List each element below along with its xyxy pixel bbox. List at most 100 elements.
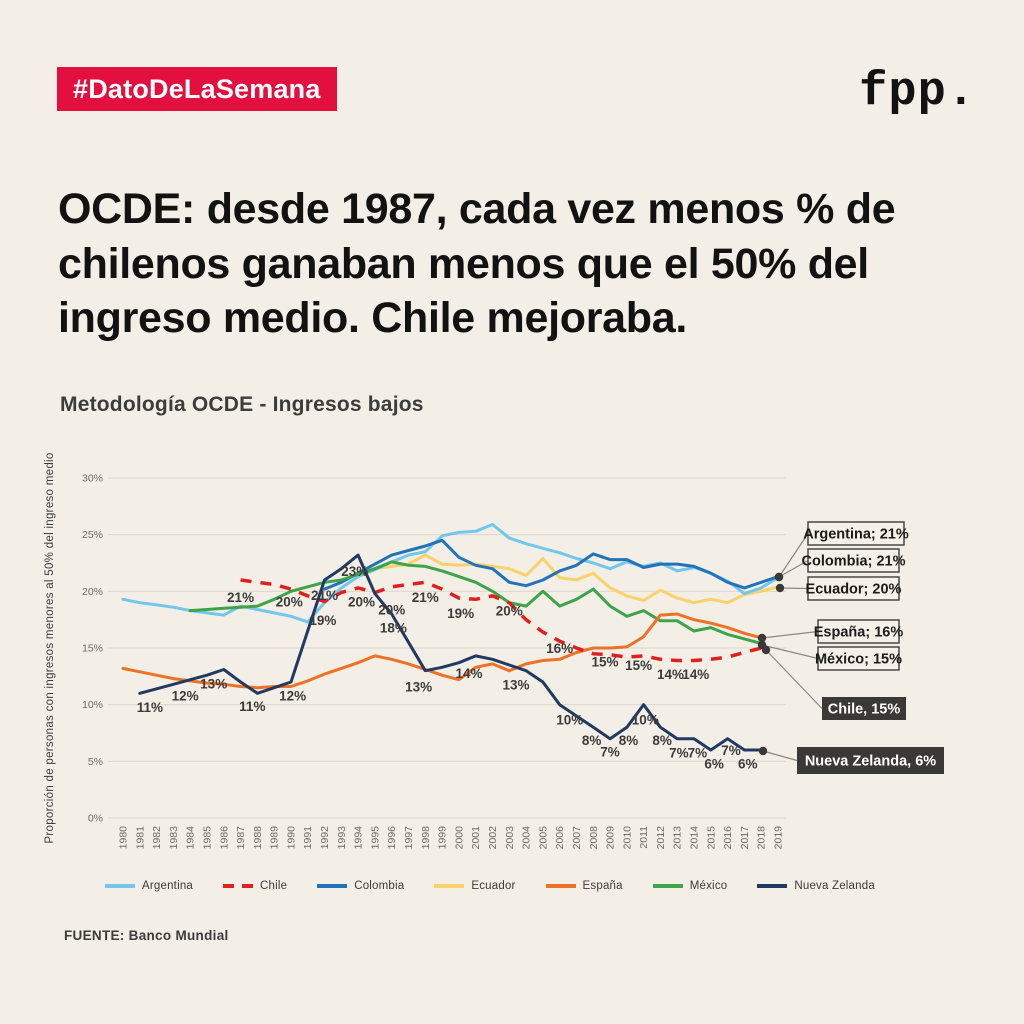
legend-label: Colombia	[354, 880, 405, 892]
point-label: 21%	[311, 588, 338, 603]
x-tick-label: 2005	[537, 826, 549, 850]
x-tick-label: 2018	[756, 826, 768, 850]
point-label: 12%	[279, 689, 306, 704]
callout-box	[817, 646, 900, 671]
point-label: 14%	[657, 667, 684, 682]
x-tick-label: 2010	[621, 826, 633, 850]
point-label: 10%	[556, 713, 583, 728]
legend-swatch	[652, 884, 683, 888]
y-tick-label: 0%	[88, 813, 103, 825]
point-label: 15%	[592, 655, 619, 670]
series-endpoint-dot	[758, 746, 768, 756]
x-tick-label: 2002	[487, 826, 499, 850]
x-tick-label: 2019	[773, 826, 785, 850]
point-label: 20%	[348, 595, 375, 610]
x-tick-label: 1991	[302, 826, 314, 850]
point-label: 14%	[455, 666, 482, 681]
x-tick-label: 2001	[470, 826, 482, 850]
legend-swatch	[105, 884, 135, 888]
legend-swatch	[434, 884, 465, 888]
x-tick-label: 1986	[218, 826, 230, 850]
legend-label: Argentina	[142, 880, 194, 892]
x-tick-label: 1996	[386, 826, 398, 850]
point-label: 21%	[412, 590, 439, 605]
x-tick-label: 1994	[353, 826, 365, 850]
point-label: 7%	[669, 745, 689, 760]
point-label: 7%	[688, 745, 708, 760]
fpp-logo: fpp.	[859, 66, 976, 119]
x-tick-label: 2008	[588, 826, 600, 850]
callout-box	[817, 619, 900, 644]
point-label: 6%	[704, 757, 724, 772]
legend-item-chile: Chile	[223, 880, 287, 892]
y-tick-label: 30%	[82, 473, 103, 485]
callout-connector	[761, 644, 819, 660]
callout-box	[807, 521, 905, 546]
x-tick-label: 1992	[319, 826, 331, 850]
x-tick-label: 1989	[269, 826, 281, 850]
legend-item-argentina: Argentina	[105, 880, 193, 892]
point-label: 18%	[380, 621, 407, 636]
series-endpoint-dot	[757, 633, 767, 643]
point-label: 11%	[239, 699, 265, 714]
legend-label: México	[689, 880, 728, 892]
legend-label: Nueva Zelanda	[794, 880, 875, 892]
series-line-colombia	[323, 538, 780, 591]
x-tick-label: 1982	[151, 826, 163, 850]
x-tick-label: 1999	[437, 826, 449, 850]
x-tick-label: 1988	[252, 826, 264, 850]
x-tick-label: 2014	[689, 826, 701, 850]
x-tick-label: 1980	[118, 826, 130, 850]
legend-item-nueva-zelanda: Nueva Zelanda	[757, 880, 875, 892]
callout-label: Argentina; 21%	[803, 527, 909, 543]
callout-connector	[765, 649, 823, 709]
x-tick-label: 1985	[201, 826, 213, 850]
point-label: 19%	[309, 613, 336, 628]
point-label: 8%	[652, 733, 672, 748]
chart-title: Metodología OCDE - Ingresos bajos	[60, 393, 424, 416]
point-label: 20%	[378, 603, 405, 618]
x-tick-label: 1981	[134, 826, 146, 850]
y-tick-label: 20%	[82, 586, 103, 598]
point-label: 16%	[546, 641, 573, 656]
x-tick-label: 2011	[638, 826, 650, 849]
y-tick-label: 15%	[82, 643, 103, 655]
point-label: 13%	[405, 680, 432, 695]
point-label: 10%	[632, 713, 659, 728]
x-tick-label: 2016	[722, 826, 734, 850]
point-label: 7%	[721, 743, 741, 758]
point-label: 19%	[447, 606, 474, 621]
callout-connector	[778, 533, 809, 578]
chart-legend: Argentina Chile Colombia Ecuador España Méxic…	[105, 880, 875, 892]
legend-label: España	[582, 880, 623, 892]
y-tick-label: 5%	[88, 756, 103, 768]
series-endpoint-dot	[761, 645, 771, 655]
series-line-nueva-zelanda	[138, 553, 763, 752]
point-label: 7%	[600, 744, 620, 759]
legend-label: Ecuador	[471, 880, 516, 892]
x-tick-label: 2015	[705, 826, 717, 850]
hashtag-badge: #DatoDeLaSemana	[57, 67, 337, 111]
point-label: 13%	[502, 677, 529, 692]
x-tick-label: 1990	[285, 826, 297, 850]
callout-label: España; 16%	[814, 625, 904, 641]
callout-label: Chile, 15%	[828, 702, 901, 718]
point-label: 20%	[276, 595, 303, 610]
callout-box	[797, 747, 944, 774]
x-tick-label: 1997	[403, 826, 415, 850]
x-tick-label: 2006	[554, 826, 566, 850]
legend-swatch	[757, 884, 788, 888]
point-label: 20%	[496, 604, 523, 619]
x-tick-label: 1987	[235, 826, 247, 850]
legend-item-méxico: México	[652, 880, 728, 892]
point-label: 15%	[625, 658, 652, 673]
legend-label: Chile	[260, 880, 288, 892]
point-label: 14%	[682, 667, 709, 682]
page-title: OCDE: desde 1987, cada vez menos % de ch…	[58, 185, 896, 343]
series-line-chile	[240, 578, 762, 663]
point-label: 8%	[619, 733, 639, 748]
callout-box	[807, 548, 900, 573]
callout-connector	[779, 587, 809, 590]
source-note: FUENTE: Banco Mundial	[64, 928, 229, 943]
